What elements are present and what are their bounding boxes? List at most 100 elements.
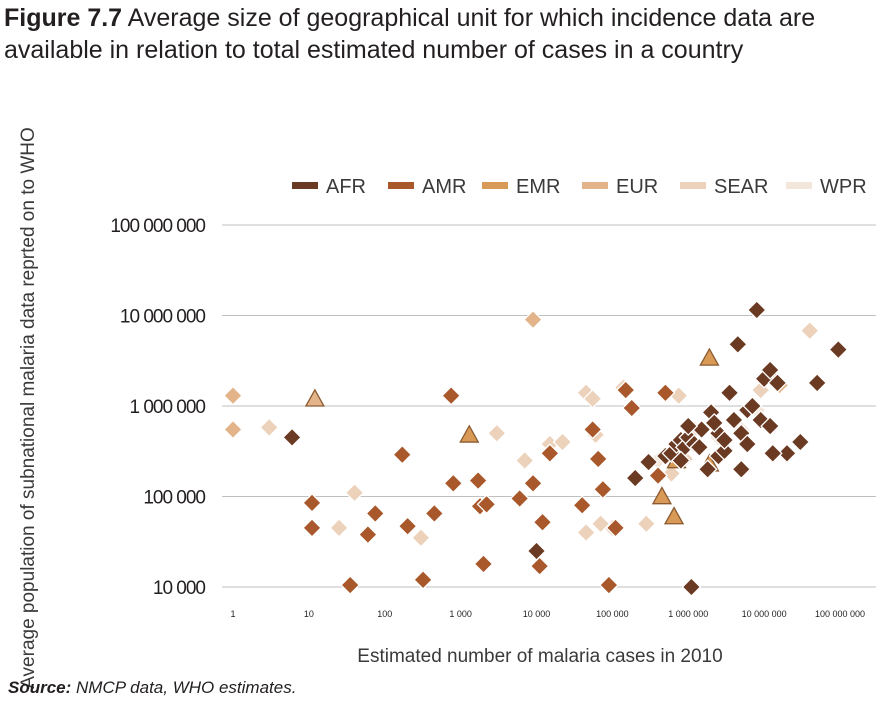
- legend-label-eur: EUR: [616, 176, 658, 198]
- legend-swatch-amr: [388, 182, 414, 189]
- y-tick-label: 10 000 000: [120, 307, 206, 328]
- legend-swatch-afr: [292, 182, 318, 189]
- x-tick-label: 100 000 000: [815, 609, 865, 619]
- point-sear: [411, 527, 431, 548]
- point-afr: [828, 339, 849, 360]
- point-afr: [760, 416, 781, 436]
- source-label: Source:: [8, 678, 72, 697]
- point-afr: [790, 432, 811, 452]
- point-amr: [598, 575, 619, 596]
- point-amr: [365, 503, 386, 524]
- source-text: NMCP data, WHO estimates.: [76, 678, 297, 697]
- point-sear: [582, 388, 603, 409]
- point-afr: [727, 334, 748, 355]
- data-points: [223, 300, 849, 597]
- point-sear: [576, 522, 596, 543]
- y-tick-label: 100 000 000: [110, 216, 205, 237]
- point-sear: [668, 385, 689, 406]
- point-amr: [592, 479, 613, 500]
- point-amr: [523, 473, 543, 494]
- point-amr: [357, 524, 378, 545]
- point-amr: [588, 449, 609, 469]
- x-tick-label: 10 000: [523, 609, 551, 619]
- figure-number: Figure 7.7: [4, 4, 123, 32]
- legend-swatch-eur: [582, 182, 608, 189]
- point-amr: [621, 398, 642, 418]
- point-afr: [689, 437, 710, 458]
- point-amr: [468, 470, 489, 491]
- point-amr: [397, 516, 418, 537]
- point-amr: [648, 465, 668, 486]
- legend-label-wpr: WPR: [820, 176, 867, 198]
- legend: AFR AMR EMR EUR SEAR WPR: [292, 176, 867, 198]
- point-amr: [441, 385, 462, 406]
- point-amr: [340, 575, 361, 596]
- x-tick-label: 10: [304, 609, 314, 619]
- legend-label-afr: AFR: [326, 176, 366, 198]
- legend-swatch-emr: [482, 182, 508, 189]
- point-afr: [724, 410, 744, 430]
- legend-label-amr: AMR: [422, 176, 466, 198]
- legend-label-emr: EMR: [516, 176, 560, 198]
- point-afr: [746, 300, 767, 320]
- point-emr: [699, 347, 720, 366]
- point-amr: [424, 503, 445, 524]
- point-amr: [605, 517, 626, 538]
- point-afr: [742, 396, 763, 416]
- point-amr: [655, 382, 676, 403]
- legend-swatch-wpr: [786, 182, 812, 189]
- point-afr: [526, 541, 547, 561]
- point-afr: [719, 382, 740, 403]
- point-afr: [638, 452, 659, 473]
- point-amr: [539, 443, 560, 464]
- x-tick-label: 10 000 000: [742, 609, 787, 619]
- point-afr: [704, 413, 725, 433]
- point-amr: [582, 419, 603, 440]
- point-amr: [572, 495, 593, 516]
- point-afr: [697, 459, 718, 480]
- point-afr: [625, 468, 646, 488]
- x-tick-label: 1: [230, 609, 235, 619]
- point-afr: [777, 443, 797, 464]
- point-afr: [767, 372, 788, 393]
- point-afr: [670, 450, 691, 471]
- point-amr: [615, 380, 636, 400]
- gridlines: [222, 224, 876, 588]
- point-afr: [762, 443, 783, 464]
- point-emr: [663, 506, 685, 525]
- point-afr: [760, 360, 781, 380]
- legend-swatch-sear: [680, 182, 706, 189]
- point-afr: [714, 430, 735, 451]
- point-afr: [678, 416, 699, 436]
- point-sear: [329, 517, 349, 538]
- figure-title: Figure 7.7 Average size of geographical …: [4, 2, 870, 66]
- point-eur: [223, 419, 243, 440]
- point-sear: [552, 432, 573, 452]
- point-amr: [443, 473, 464, 494]
- x-tick-label: 1 000 000: [668, 609, 708, 619]
- y-tick-label: 100 000: [143, 488, 205, 509]
- point-sear: [590, 513, 611, 534]
- point-amr: [532, 512, 553, 533]
- figure-title-text: Average size of geographical unit for wh…: [4, 4, 816, 64]
- y-axis-ticks: 10 000 100 000 1 000 000 10 000 000 100 000 …: [110, 216, 206, 599]
- y-tick-label: 1 000 000: [129, 397, 205, 418]
- point-amr: [413, 569, 433, 590]
- point-afr: [737, 434, 758, 454]
- x-axis-title: Estimated number of malaria cases in 201…: [357, 646, 722, 667]
- source-note: Source: NMCP data, WHO estimates.: [8, 678, 296, 698]
- point-amr: [392, 444, 413, 465]
- point-afr: [282, 427, 302, 448]
- point-amr: [473, 553, 494, 574]
- point-emr: [459, 424, 480, 443]
- point-afr: [807, 372, 828, 393]
- point-afr: [714, 440, 735, 461]
- point-sear: [259, 417, 280, 438]
- y-tick-label: 10 000: [153, 578, 206, 599]
- x-tick-label: 100: [377, 609, 392, 619]
- legend-label-sear: SEAR: [714, 176, 768, 198]
- point-amr: [302, 517, 322, 538]
- point-sear: [344, 482, 365, 503]
- point-sear: [799, 320, 820, 341]
